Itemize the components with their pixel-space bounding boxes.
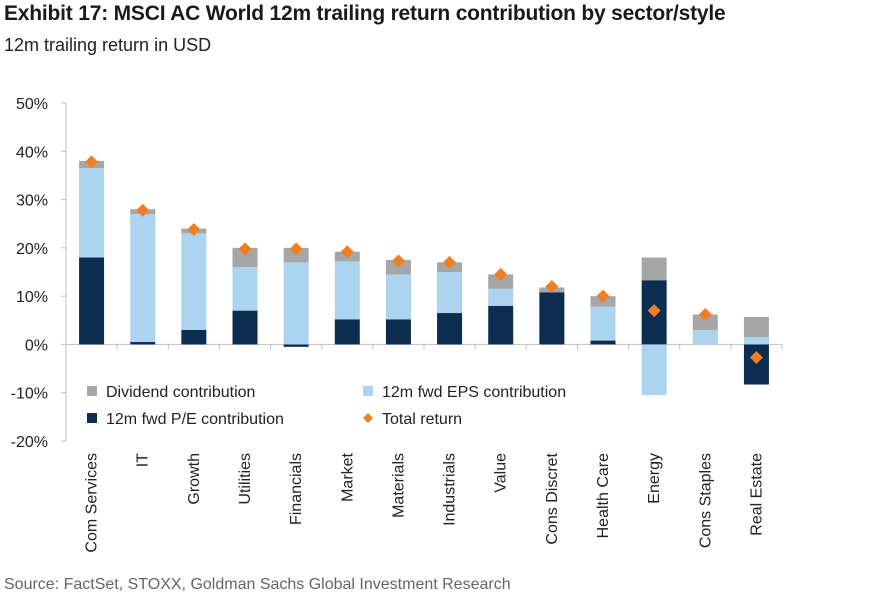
total-return-marker — [698, 307, 712, 321]
source-note: Source: FactSet, STOXX, Goldman Sachs Gl… — [4, 576, 511, 593]
legend-pe-swatch — [87, 413, 97, 423]
x-category-label: Energy — [646, 453, 663, 504]
bar-pe-contribution — [590, 340, 616, 345]
legend-dividend-label: Dividend contribution — [106, 384, 255, 401]
bar-pe-contribution — [488, 305, 514, 345]
total-return-marker — [443, 255, 457, 269]
y-tick-label: 50% — [16, 96, 48, 113]
bar-dividend-contribution — [488, 274, 514, 289]
total-return-marker — [238, 242, 252, 256]
bar-eps-contribution — [181, 233, 207, 330]
bar-eps-contribution — [130, 214, 156, 343]
legend-pe-label: 12m fwd P/E contribution — [106, 411, 284, 428]
total-return-marker — [85, 155, 99, 169]
bar-eps-contribution — [283, 262, 309, 345]
legend-eps-swatch — [363, 386, 373, 396]
x-category-label: Financials — [288, 453, 305, 525]
x-category-label: Value — [493, 453, 510, 493]
bar-pe-contribution — [181, 329, 207, 345]
y-tick-label: -10% — [11, 386, 48, 403]
chart-title: Exhibit 17: MSCI AC World 12m trailing r… — [4, 2, 726, 25]
bar-eps-contribution — [590, 306, 616, 341]
bar-pe-contribution — [283, 344, 309, 347]
y-tick-label: -20% — [11, 434, 48, 451]
bar-eps-contribution — [743, 337, 769, 345]
bar-eps-contribution — [79, 168, 105, 258]
legend-dividend-swatch — [87, 386, 97, 396]
x-category-label: Utilities — [237, 453, 254, 505]
total-return-marker — [545, 279, 559, 293]
legend-total-return-label: Total return — [382, 411, 462, 428]
y-tick-label: 0% — [25, 337, 48, 354]
bar-pe-contribution — [743, 344, 769, 385]
bar-dividend-contribution — [692, 314, 718, 330]
bar-pe-contribution — [334, 319, 360, 345]
bar-pe-contribution — [437, 313, 463, 345]
bar-eps-contribution — [692, 329, 718, 345]
legend-total-return-swatch — [363, 413, 373, 423]
total-return-marker — [596, 289, 610, 303]
bar-eps-contribution — [641, 344, 667, 396]
x-category-label: Market — [339, 452, 356, 501]
x-category-label: Materials — [390, 453, 407, 518]
x-category-label: Com Services — [84, 453, 101, 553]
chart-subtitle: 12m trailing return in USD — [4, 35, 212, 55]
bar-pe-contribution — [232, 310, 258, 345]
total-return-marker — [136, 203, 150, 217]
total-return-marker — [187, 223, 201, 237]
x-category-label: Growth — [186, 453, 203, 505]
y-tick-label: 10% — [16, 289, 48, 306]
x-category-label: Real Estate — [748, 453, 765, 536]
bar-eps-contribution — [334, 261, 360, 320]
legend-eps-label: 12m fwd EPS contribution — [382, 384, 566, 401]
y-tick-label: 30% — [16, 193, 48, 210]
total-return-marker — [391, 254, 405, 268]
total-return-marker — [340, 245, 354, 259]
bar-pe-contribution — [539, 292, 565, 345]
bar-eps-contribution — [232, 267, 258, 311]
bar-pe-contribution — [385, 319, 411, 345]
bar-pe-contribution — [79, 257, 105, 345]
total-return-marker — [749, 350, 763, 364]
total-return-marker — [494, 267, 508, 281]
y-tick-label: 20% — [16, 241, 48, 258]
bar-eps-contribution — [437, 272, 463, 314]
x-category-label: Cons Staples — [697, 453, 714, 548]
bar-dividend-contribution — [743, 316, 769, 338]
bar-eps-contribution — [385, 274, 411, 320]
bar-eps-contribution — [488, 288, 514, 306]
x-category-label: Cons Discret — [544, 452, 561, 544]
x-category-label: IT — [135, 453, 152, 467]
total-return-marker — [289, 242, 303, 256]
bar-dividend-contribution — [641, 257, 667, 281]
x-category-label: Industrials — [442, 453, 459, 526]
x-category-label: Health Care — [595, 453, 612, 538]
bar-pe-contribution — [130, 342, 156, 345]
y-tick-label: 40% — [16, 144, 48, 161]
bar-dividend-contribution — [232, 247, 258, 268]
total-return-marker — [647, 304, 661, 318]
